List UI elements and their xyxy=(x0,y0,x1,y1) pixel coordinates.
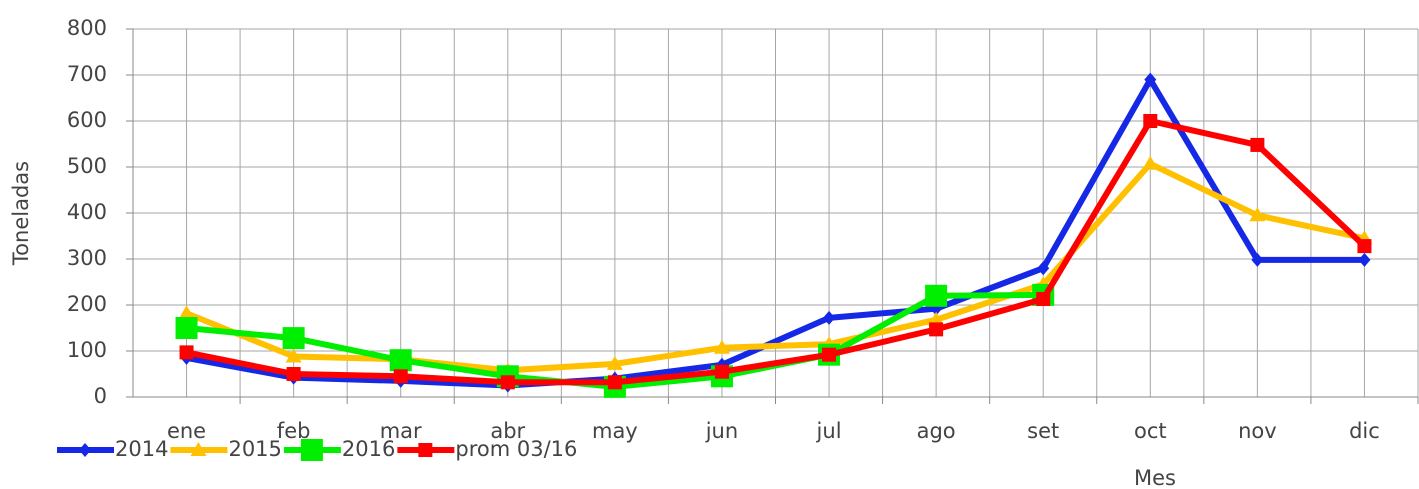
y-tick-label: 400 xyxy=(67,200,107,224)
y-tick-label: 200 xyxy=(67,292,107,316)
marker xyxy=(607,375,622,390)
marker xyxy=(286,367,301,381)
y-tick-label: 0 xyxy=(94,384,107,408)
marker xyxy=(178,305,195,320)
x-tick-label: jul xyxy=(816,419,842,443)
y-tick-label: 100 xyxy=(67,338,107,362)
legend-label: 2016 xyxy=(342,437,395,461)
y-tick-label: 500 xyxy=(67,154,107,178)
marker xyxy=(1143,114,1158,128)
marker xyxy=(389,349,412,372)
legend-label: prom 03/16 xyxy=(455,437,577,461)
marker xyxy=(1142,155,1159,170)
x-tick-label: jun xyxy=(705,419,738,443)
x-axis-label: Mes xyxy=(1134,466,1176,489)
marker xyxy=(1251,252,1264,267)
marker xyxy=(418,443,433,457)
x-tick-label: abr xyxy=(490,419,525,443)
marker xyxy=(1144,72,1157,87)
legend-item: prom 03/16 xyxy=(397,437,577,461)
marker xyxy=(179,345,194,360)
marker xyxy=(823,310,836,325)
x-tick-label: set xyxy=(1027,419,1059,443)
x-tick-label: dic xyxy=(1349,419,1380,443)
legend-item: 2015 xyxy=(170,437,282,461)
x-tick-label: ago xyxy=(917,419,956,443)
marker xyxy=(79,443,91,457)
x-tick-label: ene xyxy=(167,419,206,443)
marker xyxy=(285,348,302,363)
marker xyxy=(282,327,305,350)
marker xyxy=(1037,261,1050,276)
marker xyxy=(1357,239,1372,254)
marker xyxy=(925,284,948,307)
marker xyxy=(190,442,207,456)
y-tick-label: 600 xyxy=(67,108,107,132)
y-tick-label: 800 xyxy=(67,16,107,40)
y-axis-label: Toneladas xyxy=(9,161,33,266)
legend-label: 2015 xyxy=(228,437,281,461)
marker xyxy=(1036,292,1051,307)
marker xyxy=(500,375,515,390)
series-line xyxy=(185,118,1367,386)
marker xyxy=(929,322,944,337)
marker xyxy=(713,339,730,354)
x-tick-label: may xyxy=(592,419,638,443)
x-tick-label: nov xyxy=(1238,419,1277,443)
x-tick-label: oct xyxy=(1134,419,1167,443)
legend-item: 2014 xyxy=(57,437,168,461)
legend-item: 2016 xyxy=(283,437,395,461)
marker xyxy=(714,364,729,379)
y-tick-label: 700 xyxy=(67,62,107,86)
x-tick-label: mar xyxy=(380,419,422,443)
marker xyxy=(928,311,945,326)
series-line xyxy=(185,76,1365,389)
marker xyxy=(175,317,198,339)
marker xyxy=(606,355,623,370)
marker xyxy=(1358,252,1371,267)
marker xyxy=(1249,207,1266,222)
marker xyxy=(1250,137,1265,152)
legend-label: 2014 xyxy=(115,437,168,461)
marker xyxy=(393,369,408,384)
marker xyxy=(300,439,323,461)
y-tick-label: 300 xyxy=(67,246,107,270)
marker xyxy=(822,347,837,362)
